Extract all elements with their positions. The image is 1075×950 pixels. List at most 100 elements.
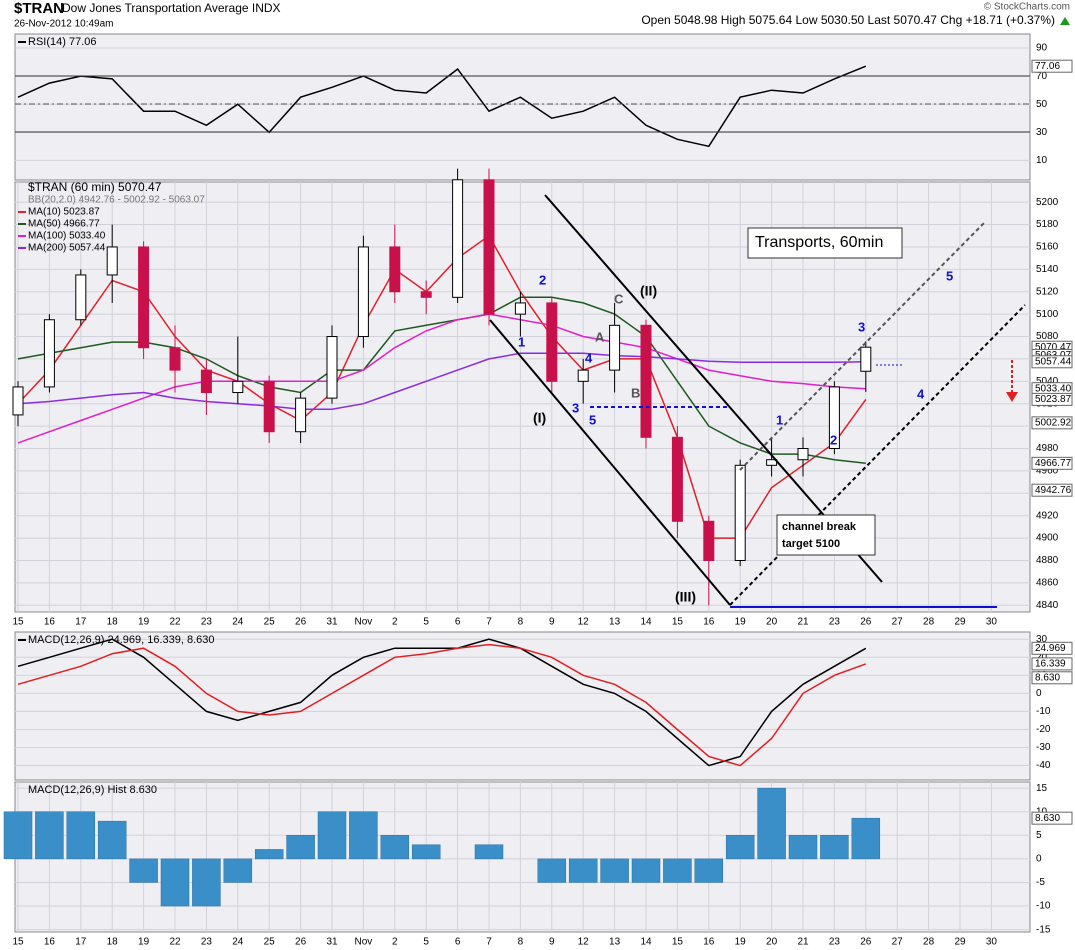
value-badge-label: 5023.87 [1035,394,1072,405]
hist-bar [66,811,96,860]
symbol: $TRAN [14,0,64,17]
hist-bar [129,858,158,883]
hist-bar [694,858,724,883]
hist-bar [380,835,410,860]
candle-body [295,397,307,433]
candle-body [200,369,212,394]
value-badge [1031,392,1073,406]
value-badge [1031,811,1073,825]
x-tick-label: 24 [232,937,244,948]
x-tick-label: 17 [75,937,87,948]
quote: Open 5048.98 High 5075.64 Low 5030.50 La… [641,13,1055,27]
legend-title: $TRAN (60 min) 5070.47 [28,180,162,194]
value-badge-label: 5002.92 [1035,417,1072,428]
y-tick-label: 50 [1036,99,1048,110]
value-badge-label: 5033.40 [1035,383,1072,394]
x-tick-label: 24 [232,617,244,628]
x-tick-label: 16 [703,617,715,628]
value-badge [1031,483,1073,497]
y-tick-label: 5080 [1036,331,1059,342]
x-tick-label: 28 [923,937,935,948]
hist-bar [160,858,190,907]
x-tick-label: 15 [672,937,684,948]
x-tick-label: 31 [326,937,338,948]
legend-label: MA(200) 5057.44 [28,243,106,254]
legend-label: MACD(12,26,9) 24.969, 16.339, 8.630 [28,634,215,646]
x-tick-label: 28 [923,617,935,628]
hist-bar [223,858,253,883]
hist-bar [631,858,661,883]
x-tick-label: 27 [892,617,904,628]
y-tick-label: 4960 [1036,466,1059,477]
annotation: 1 [776,412,783,427]
x-tick-label: 26 [295,937,307,948]
candle-body [389,246,401,293]
annotation: target 5100 [782,538,840,550]
hist-bar [254,849,284,860]
candle-body [452,179,464,298]
y-tick-label: -10 [1036,706,1051,717]
legend-label: RSI(14) 77.06 [28,36,96,48]
y-tick-label: -20 [1036,724,1051,735]
value-badge-label: 5070.47 [1035,342,1072,353]
y-tick-label: 4900 [1036,533,1059,544]
candle-body [326,336,338,399]
x-tick-label: 6 [455,617,461,628]
y-tick-label: 5120 [1036,286,1059,297]
x-tick-label: 21 [797,937,809,948]
x-tick-label: 13 [609,937,621,948]
candle-body [357,246,369,338]
annotation: 3 [572,400,579,415]
annotation-box [747,227,903,259]
hist-bar [725,835,755,860]
x-tick-label: 18 [107,937,119,948]
annotation: 1 [518,334,525,349]
y-tick-label: 90 [1036,43,1048,54]
hist-bar [97,820,127,860]
y-tick-label: 5160 [1036,242,1059,253]
x-tick-label: 23 [829,937,841,948]
ma-line [17,296,866,465]
value-badge-label: 24.969 [1035,643,1066,654]
candle-body [75,274,87,321]
candle-body [671,436,683,522]
value-badge-label: 4966.77 [1035,458,1072,469]
x-tick-label: 13 [609,617,621,628]
x-tick-label: 31 [326,617,338,628]
up-arrow [1060,17,1070,25]
y-tick-label: 10 [1036,155,1048,166]
hist-bar [286,835,315,860]
annotation: 2 [539,272,546,287]
drawing [1006,392,1018,402]
annotation: B [631,385,640,400]
annotation: 3 [858,319,865,334]
x-tick-label: 19 [138,617,150,628]
candle-body [514,302,526,315]
annotation-box [776,514,876,556]
candle-body [483,179,495,315]
x-tick-label: 22 [169,937,181,948]
x-tick-label: 19 [138,937,150,948]
drawing [489,319,731,606]
annotation: 5 [589,412,596,427]
y-tick-label: 5200 [1036,197,1059,208]
annotation: C [614,291,624,306]
candle-body [766,459,778,466]
hist-bar [757,787,786,860]
x-tick-label: 9 [549,937,555,948]
annotation: 4 [917,386,925,401]
hist-bar [600,858,629,883]
y-tick-label: 5 [1036,830,1042,841]
series-line [17,65,867,148]
candle-body [420,291,432,298]
candle-body [828,386,840,450]
legend-label: MA(100) 5033.40 [28,231,106,242]
x-tick-label: 23 [201,937,213,948]
x-tick-label: 15 [672,617,684,628]
candle-body [703,520,715,561]
x-tick-label: Nov [355,617,373,628]
value-badge-label: 4942.76 [1035,485,1072,496]
y-tick-label: 4860 [1036,578,1059,589]
annotation: 5 [946,268,953,283]
